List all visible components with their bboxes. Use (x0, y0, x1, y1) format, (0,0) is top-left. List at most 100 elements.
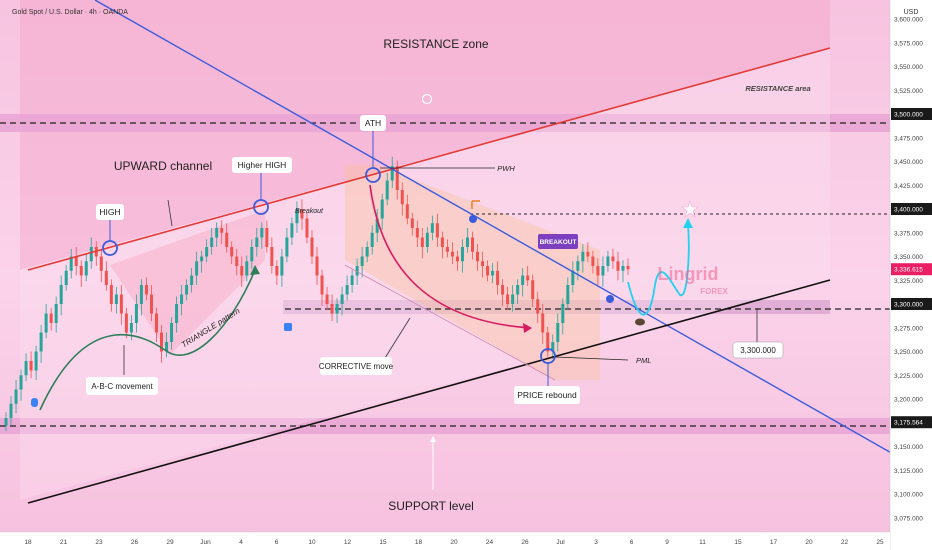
candle-body (355, 266, 359, 276)
price-label-box (891, 108, 932, 120)
candle-body (225, 232, 229, 247)
candle-body (460, 247, 464, 262)
x-axis-panel[interactable] (0, 532, 890, 550)
candle-body (104, 270, 108, 285)
candle-body (49, 313, 53, 323)
resistance-area-label: RESISTANCE area (745, 84, 810, 93)
y-tick-label: 3,525.000 (894, 88, 923, 95)
candle-body (556, 323, 560, 342)
candle-body (521, 275, 525, 285)
candle-body (149, 294, 153, 314)
support-trendline[interactable] (27, 279, 831, 504)
candle-body (139, 285, 143, 304)
candle-body (200, 256, 204, 262)
candle-body (265, 228, 269, 247)
y-tick-label: 3,200.000 (894, 397, 923, 404)
candle-body (144, 285, 148, 295)
candle-body (119, 294, 123, 314)
candle-body (425, 232, 429, 247)
candle-body (44, 313, 48, 333)
price-label-box (891, 416, 932, 429)
abc-arrowhead (250, 265, 260, 275)
pivot-dot-2 (606, 295, 614, 303)
candle-body (64, 270, 68, 285)
candle-body (506, 294, 510, 304)
candle-body (496, 270, 500, 285)
candle-body (465, 237, 469, 247)
candle-body (99, 256, 103, 271)
candle-body (481, 261, 485, 266)
candle-body (84, 261, 88, 276)
x-tick-label: 6 (275, 539, 279, 546)
candle-body (159, 332, 164, 352)
candle-body (536, 299, 540, 314)
candle-body (315, 256, 319, 276)
candle-body (470, 237, 475, 252)
alert-clock-icon (421, 93, 433, 105)
candle-body (320, 275, 324, 295)
candle-body (440, 237, 444, 247)
x-tick-label: 18 (24, 539, 32, 546)
candle-body (285, 237, 289, 257)
candle-body (165, 342, 169, 352)
candle-body (616, 261, 620, 271)
candle-body (305, 218, 309, 238)
pwh-label: PWH (497, 164, 515, 173)
event-flag-icon (284, 323, 292, 331)
candle-body (39, 332, 43, 352)
candle-body (19, 375, 23, 390)
price-label-text: 3,300.000 (894, 302, 923, 309)
y-tick-label: 3,250.000 (894, 349, 923, 356)
candle-body (390, 166, 394, 181)
descending-trendline[interactable] (94, 0, 896, 456)
x-tick-label: 9 (665, 539, 669, 546)
candle-body (486, 266, 490, 276)
candle-body (4, 418, 8, 426)
candle-body (325, 294, 329, 304)
projection-arrowhead (683, 218, 693, 228)
candle-body (74, 256, 78, 266)
candle-body (410, 218, 414, 228)
x-tick-label: 22 (841, 539, 849, 546)
candle-body (250, 247, 254, 262)
x-tick-label: 3 (594, 539, 598, 546)
watermark-logo-text: Lingrid (658, 264, 719, 284)
candle-body (69, 256, 73, 271)
candle-body (295, 209, 299, 224)
corrective-move-label: CORRECTIVE move (319, 362, 394, 371)
y-tick-label: 3,275.000 (894, 325, 923, 332)
resistance-trendline[interactable] (27, 47, 831, 271)
candle-body (546, 332, 550, 352)
candle-body (24, 361, 28, 376)
x-tick-label: 15 (379, 539, 387, 546)
candle-body (445, 247, 449, 252)
x-tick-label: 26 (131, 539, 139, 546)
candle-body (576, 261, 580, 271)
candle-body (551, 342, 555, 352)
candle-body (220, 228, 224, 233)
candle-body (29, 361, 33, 371)
breakout-label: Breakout (295, 208, 324, 215)
candle-body (476, 251, 480, 262)
x-tick-label: 23 (95, 539, 103, 546)
candle-body (571, 270, 575, 285)
candle-body (134, 304, 138, 323)
candle-body (400, 190, 404, 205)
candle-body (195, 261, 199, 276)
candle-body (280, 256, 284, 276)
pivot-dot-1 (469, 215, 477, 223)
x-tick-label: 18 (415, 539, 423, 546)
candle-body (621, 266, 625, 271)
candle-body (210, 237, 214, 247)
channel-label-leader (167, 199, 173, 227)
candle-body (365, 247, 369, 257)
candle-body (89, 247, 93, 262)
candle-body (435, 223, 439, 238)
candle-body (606, 256, 610, 266)
candle-body (310, 237, 314, 257)
y-tick-label: 3,225.000 (894, 373, 923, 380)
candle-body (9, 403, 13, 418)
y-tick-label: 3,450.000 (894, 159, 923, 166)
